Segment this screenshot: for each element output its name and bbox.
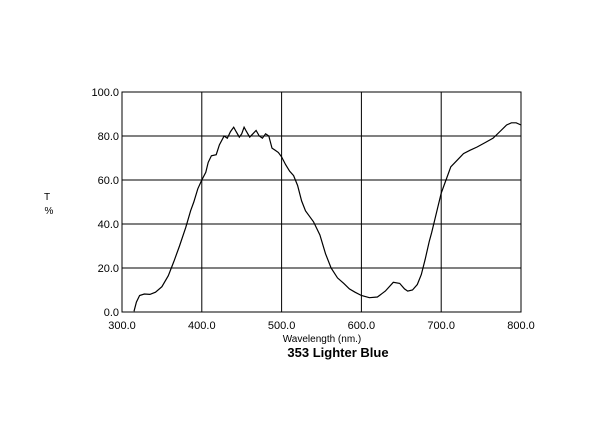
y-tick-label: 100.0 [91,87,119,99]
y-axis-label-percent: % [45,206,54,217]
y-tick-label: 60.0 [98,175,119,187]
y-axis-label-t: T [44,192,50,203]
x-tick-label: 500.0 [268,320,296,332]
plot-frame [121,91,522,313]
y-tick-label: 20.0 [98,263,119,275]
x-tick-label: 800.0 [507,320,535,332]
x-tick-label: 700.0 [427,320,455,332]
x-axis-tick-labels: 300.0 400.0 500.0 600.0 700.0 800.0 [108,320,535,332]
y-tick-label: 0.0 [104,307,119,319]
chart-title: 353 Lighter Blue [287,345,388,360]
x-axis-label: Wavelength (nm.) [283,334,362,345]
y-tick-label: 80.0 [98,131,119,143]
x-tick-label: 300.0 [108,320,136,332]
x-tick-label: 400.0 [188,320,216,332]
transmission-curve [133,122,522,312]
y-axis-tick-labels: 0.0 20.0 40.0 60.0 80.0 100.0 [91,87,119,319]
y-tick-label: 40.0 [98,219,119,231]
x-tick-label: 600.0 [348,320,376,332]
grid-lines [122,92,521,312]
